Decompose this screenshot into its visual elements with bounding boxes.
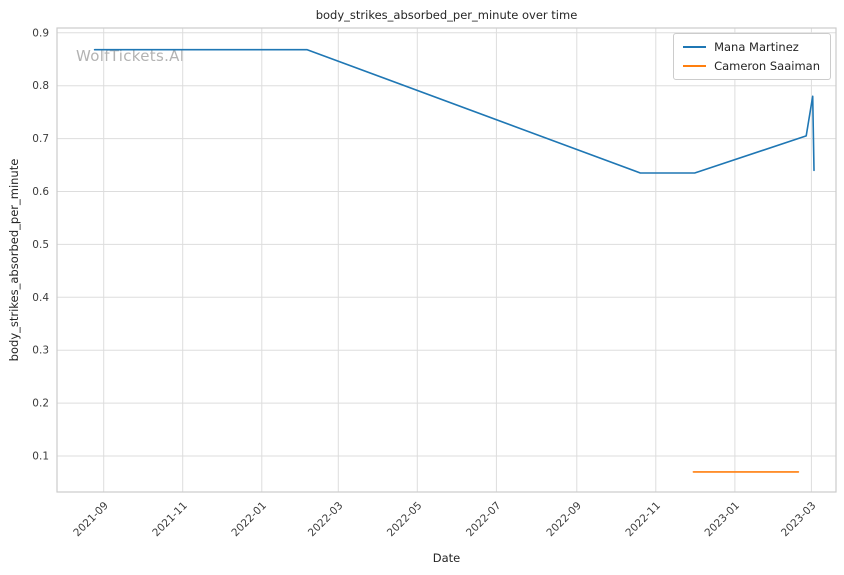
legend-item-mana-martinez: Mana Martinez	[683, 40, 820, 54]
y-tick-label: 0.4	[32, 292, 49, 304]
legend-item-cameron-saaiman: Cameron Saaiman	[683, 59, 820, 73]
x-tick-label: 2021-11	[150, 500, 190, 540]
legend-line-sample-orange	[683, 65, 707, 67]
x-tick-label: 2022-11	[623, 500, 663, 540]
y-tick-label: 0.7	[32, 133, 49, 145]
x-tick-label: 2023-01	[703, 500, 743, 540]
y-tick-label: 0.1	[32, 451, 49, 463]
legend: Mana Martinez Cameron Saaiman	[673, 33, 831, 80]
chart-title: body_strikes_absorbed_per_minute over ti…	[315, 8, 578, 22]
legend-line-sample-blue	[683, 46, 707, 48]
x-tick-label: 2022-01	[229, 500, 269, 540]
legend-label: Mana Martinez	[714, 40, 799, 54]
series-line-mana-martinez	[93, 48, 815, 174]
watermark: WolfTickets.AI	[76, 47, 185, 65]
y-tick-label: 0.8	[32, 80, 49, 92]
x-tick-label: 2022-05	[385, 500, 425, 540]
plot-frame	[56, 27, 837, 493]
y-tick-label: 0.5	[32, 239, 49, 251]
y-tick-label: 0.9	[32, 27, 49, 39]
x-tick-label: 2023-03	[779, 500, 819, 540]
x-tick-label: 2021-09	[71, 500, 111, 540]
y-tick-label: 0.6	[32, 186, 49, 198]
legend-label: Cameron Saaiman	[714, 59, 820, 73]
x-tick-label: 2022-09	[544, 500, 584, 540]
y-tick-label: 0.2	[32, 398, 49, 410]
y-tick-label: 0.3	[32, 345, 49, 357]
x-tick-label: 2022-03	[306, 500, 346, 540]
x-axis-label: Date	[432, 551, 461, 565]
x-tick-label: 2022-07	[464, 500, 504, 540]
